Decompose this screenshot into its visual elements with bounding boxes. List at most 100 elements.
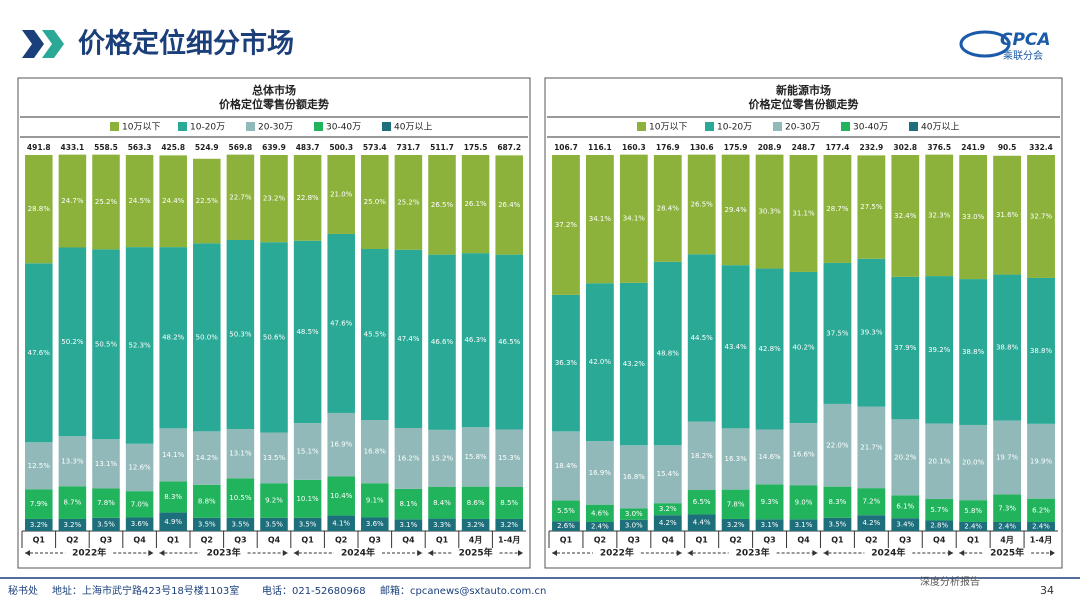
total-label: 491.8 bbox=[27, 143, 51, 152]
bar-segment bbox=[925, 499, 954, 521]
data-label: 47.6% bbox=[330, 319, 353, 327]
data-label: 21.7% bbox=[860, 443, 883, 451]
bar-segment bbox=[327, 412, 355, 477]
data-label: 8.3% bbox=[164, 493, 182, 501]
bar-segment bbox=[428, 429, 456, 488]
bar-segment bbox=[327, 233, 355, 413]
panel bbox=[17, 77, 531, 569]
bar-segment bbox=[58, 436, 87, 487]
total-label: 248.7 bbox=[792, 143, 816, 152]
bar-segment bbox=[925, 154, 954, 277]
data-label: 28.7% bbox=[826, 205, 849, 213]
data-label: 48.2% bbox=[162, 334, 185, 342]
data-label: 7.0% bbox=[131, 500, 149, 508]
data-label: 3.6% bbox=[131, 520, 149, 528]
legend-swatch bbox=[637, 122, 646, 131]
bar-segment bbox=[461, 518, 490, 531]
bar-segment bbox=[925, 520, 954, 531]
total-label: 569.8 bbox=[229, 143, 253, 152]
bar-segment bbox=[1027, 521, 1055, 531]
legend-swatch bbox=[705, 122, 714, 131]
data-label: 14.1% bbox=[162, 451, 185, 459]
bar-segment bbox=[361, 249, 389, 421]
x-tick-label: Q2 bbox=[335, 536, 347, 545]
bar-segment bbox=[25, 155, 53, 264]
bar-segment bbox=[789, 423, 818, 486]
bar-segment bbox=[293, 240, 322, 424]
data-label: 47.6% bbox=[28, 349, 51, 357]
bar-segment bbox=[25, 489, 53, 519]
bar-segment bbox=[755, 268, 784, 430]
data-label: 3.2% bbox=[500, 521, 518, 529]
data-label: 3.5% bbox=[299, 520, 317, 528]
bar-segment bbox=[193, 484, 221, 518]
x-tick-label: Q1 bbox=[560, 536, 573, 545]
data-label: 3.2% bbox=[30, 521, 48, 529]
data-label: 4.2% bbox=[659, 519, 677, 527]
data-label: 20.2% bbox=[894, 453, 917, 461]
legend-label: 10万以下 bbox=[122, 123, 160, 133]
data-label: 2.4% bbox=[998, 522, 1016, 530]
data-label: 3.6% bbox=[366, 520, 384, 528]
bar-segment bbox=[25, 263, 53, 443]
bar-segment bbox=[361, 155, 389, 249]
bar-segment bbox=[653, 445, 682, 504]
legend-label: 20-30万 bbox=[785, 123, 820, 133]
bar-segment bbox=[461, 486, 490, 519]
bar-segment bbox=[1027, 277, 1055, 424]
data-label: 6.1% bbox=[896, 503, 914, 511]
data-label: 48.8% bbox=[657, 350, 680, 358]
total-label: 241.9 bbox=[961, 143, 985, 152]
data-label: 3.2% bbox=[64, 521, 82, 529]
x-tick-label: Q4 bbox=[662, 536, 675, 545]
page-title: 价格定位细分市场 bbox=[78, 28, 294, 60]
data-label: 15.2% bbox=[431, 454, 454, 462]
bar-segment bbox=[585, 521, 614, 531]
group-label: 2024年 bbox=[341, 547, 375, 559]
data-label: 4.2% bbox=[862, 519, 880, 527]
data-label: 19.7% bbox=[996, 453, 1019, 461]
data-label: 34.1% bbox=[623, 215, 646, 223]
data-label: 45.5% bbox=[364, 331, 387, 339]
legend-label: 10-20万 bbox=[190, 123, 225, 133]
legend-swatch bbox=[909, 122, 918, 131]
total-label: 563.3 bbox=[128, 143, 152, 152]
bar-segment bbox=[789, 519, 818, 531]
total-label: 731.7 bbox=[397, 143, 421, 152]
data-label: 37.5% bbox=[826, 329, 849, 337]
x-tick-label: Q2 bbox=[594, 536, 606, 545]
total-label: 433.1 bbox=[61, 143, 85, 152]
x-tick-label: Q2 bbox=[201, 536, 213, 545]
data-label: 5.5% bbox=[557, 507, 575, 515]
data-label: 16.3% bbox=[725, 455, 748, 463]
chevron bbox=[22, 30, 44, 58]
chart-title: 新能源市场 bbox=[776, 83, 831, 97]
bar-segment bbox=[361, 517, 389, 531]
legend-label: 40万以上 bbox=[394, 122, 432, 133]
data-label: 7.8% bbox=[97, 499, 115, 507]
data-label: 50.5% bbox=[95, 340, 118, 348]
data-label: 50.3% bbox=[229, 331, 252, 339]
bar-segment bbox=[619, 282, 648, 446]
data-label: 2.4% bbox=[591, 522, 609, 530]
data-label: 4.4% bbox=[693, 519, 711, 527]
total-label: 175.9 bbox=[724, 143, 748, 152]
bar-segment bbox=[260, 242, 288, 433]
data-label: 47.4% bbox=[397, 335, 420, 343]
legend-label: 40万以上 bbox=[921, 122, 959, 133]
total-label: 483.7 bbox=[296, 143, 320, 152]
data-label: 24.5% bbox=[128, 197, 151, 205]
bar-segment bbox=[993, 494, 1022, 522]
bar-segment bbox=[552, 500, 580, 522]
bar-segment bbox=[327, 155, 355, 234]
bar-segment bbox=[428, 487, 456, 519]
data-label: 26.4% bbox=[498, 201, 521, 209]
x-tick-label: Q1 bbox=[301, 536, 314, 545]
bar-segment bbox=[159, 428, 187, 482]
data-label: 3.5% bbox=[198, 520, 216, 528]
data-label: 8.1% bbox=[400, 500, 418, 508]
total-label: 130.6 bbox=[690, 143, 714, 152]
bar-segment bbox=[293, 517, 322, 531]
data-label: 7.9% bbox=[30, 500, 48, 508]
bar-segment bbox=[293, 155, 322, 241]
